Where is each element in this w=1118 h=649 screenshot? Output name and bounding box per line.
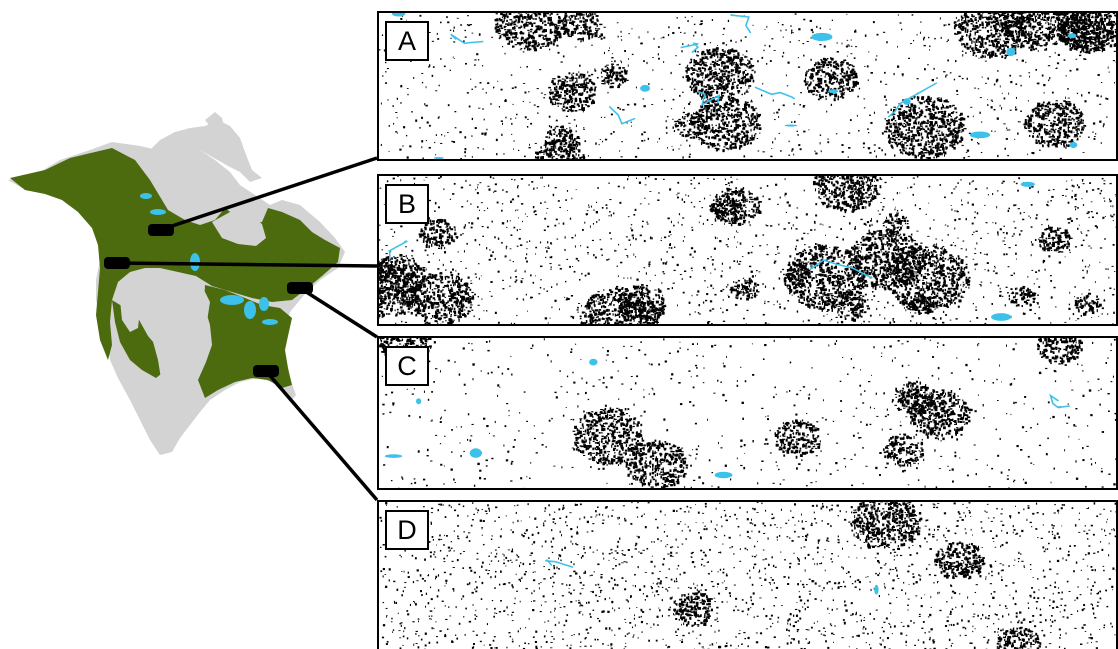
panel-c-label: C — [385, 346, 429, 386]
lakes — [140, 193, 278, 325]
great-slave-lake — [150, 209, 166, 215]
great-lakes-2 — [244, 301, 256, 319]
panel-d-texture — [379, 502, 1116, 649]
great-lakes-1 — [220, 295, 244, 305]
western-basin — [120, 296, 140, 332]
panel-c-texture — [379, 338, 1116, 488]
panel-a: A — [377, 11, 1118, 161]
connector-a — [159, 156, 378, 232]
panel-b-water — [388, 181, 1035, 321]
connector-c — [299, 286, 378, 339]
northern-island — [166, 160, 230, 196]
hudson-bay — [212, 212, 266, 246]
panel-c: C — [377, 336, 1118, 490]
panel-d-label: D — [385, 510, 429, 550]
connector-d — [264, 369, 379, 502]
great-bear-lake — [140, 193, 152, 199]
panel-a-texture — [379, 13, 1116, 159]
panel-c-cover — [379, 338, 1116, 488]
panel-d-cover — [379, 502, 1116, 649]
panel-b-cover — [379, 176, 1116, 324]
location-markers — [104, 224, 313, 377]
arctic-islands — [150, 120, 262, 182]
panel-b-texture — [379, 176, 1116, 324]
panel-a-water — [391, 13, 1078, 159]
panel-a-label: A — [385, 21, 429, 61]
panel-b-label: B — [385, 184, 429, 224]
boreal-forest — [10, 148, 340, 360]
marker-d — [253, 365, 279, 377]
panel-c-water — [384, 358, 1070, 479]
panel-d: D — [377, 500, 1118, 649]
marker-b — [104, 257, 130, 269]
great-plains — [144, 276, 210, 400]
connector-lines — [116, 156, 379, 502]
marker-a — [148, 224, 174, 236]
great-lakes-4 — [262, 319, 278, 325]
panel-d-water — [545, 559, 879, 595]
connector-b — [116, 261, 378, 268]
non-forest-areas — [120, 212, 266, 400]
marker-c — [287, 282, 313, 294]
greenland-edge — [205, 112, 225, 136]
panel-b: B — [377, 174, 1118, 326]
panel-a-cover — [379, 13, 1116, 159]
great-lakes-3 — [259, 297, 269, 311]
lake-winnipeg — [190, 253, 200, 271]
